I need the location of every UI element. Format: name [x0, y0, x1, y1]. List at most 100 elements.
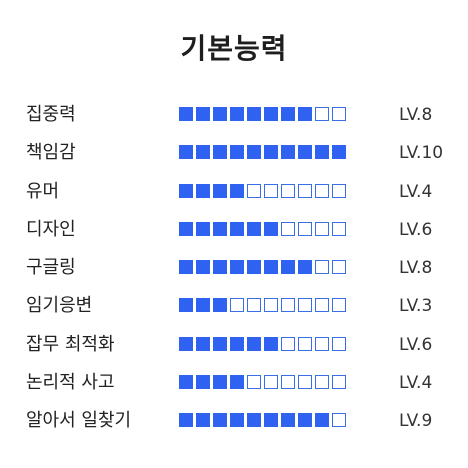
level-block-filled [264, 221, 278, 236]
level-block-filled [196, 183, 210, 198]
level-block-filled [315, 145, 329, 160]
level-block-empty [230, 298, 244, 313]
level-block-empty [332, 107, 346, 121]
level-block-filled [179, 298, 193, 313]
skill-row: 논리적 사고 LV.4 [0, 366, 468, 404]
level-meter [179, 260, 346, 275]
level-block-filled [179, 413, 193, 428]
level-block-filled [247, 260, 261, 275]
skill-row: 구글링 LV.8 [0, 251, 468, 289]
level-block-filled [213, 107, 227, 121]
level-block-empty [281, 183, 295, 198]
level-label: LV.6 [399, 219, 433, 240]
level-block-empty [332, 221, 346, 236]
level-block-empty [332, 413, 346, 428]
level-block-filled [179, 107, 193, 121]
level-block-empty [264, 298, 278, 313]
level-block-filled [315, 413, 329, 428]
level-block-filled [179, 375, 193, 390]
level-block-empty [315, 107, 329, 121]
level-label: LV.4 [399, 181, 433, 202]
level-block-filled [230, 375, 244, 390]
level-block-empty [332, 375, 346, 390]
level-block-empty [247, 298, 261, 313]
skill-name: 임기응변 [26, 295, 93, 317]
skill-name: 알아서 일찾기 [26, 410, 132, 432]
level-block-filled [196, 298, 210, 313]
skill-row: 임기응변 LV.3 [0, 289, 468, 327]
level-block-empty [281, 221, 295, 236]
level-label: LV.4 [399, 373, 433, 394]
level-block-filled [281, 413, 295, 428]
level-meter [179, 413, 346, 428]
level-block-filled [298, 413, 312, 428]
level-block-filled [196, 221, 210, 236]
level-block-filled [281, 107, 295, 121]
skill-name: 집중력 [26, 104, 76, 125]
level-block-filled [247, 413, 261, 428]
level-block-filled [230, 145, 244, 160]
level-block-filled [230, 183, 244, 198]
level-block-filled [247, 221, 261, 236]
level-block-filled [196, 413, 210, 428]
level-block-filled [264, 145, 278, 160]
level-block-filled [230, 221, 244, 236]
level-block-filled [230, 413, 244, 428]
level-label: LV.8 [399, 258, 433, 279]
level-block-filled [196, 260, 210, 275]
page-title: 기본능력 [180, 32, 288, 65]
level-block-filled [230, 107, 244, 121]
level-block-filled [213, 336, 227, 351]
level-label: LV.9 [399, 411, 433, 432]
level-block-filled [196, 145, 210, 160]
level-block-filled [196, 336, 210, 351]
level-block-empty [298, 298, 312, 313]
level-block-empty [332, 260, 346, 275]
skill-row: 잡무 최적화 LV.6 [0, 328, 468, 366]
skill-row: 유머 LV.4 [0, 175, 468, 213]
level-block-filled [213, 221, 227, 236]
level-block-empty [281, 336, 295, 351]
level-block-empty [264, 375, 278, 390]
level-block-filled [298, 107, 312, 121]
level-block-filled [264, 413, 278, 428]
level-block-filled [196, 107, 210, 121]
level-block-empty [332, 298, 346, 313]
level-block-filled [332, 145, 346, 160]
level-block-filled [230, 260, 244, 275]
skill-name: 구글링 [26, 257, 76, 279]
skill-name: 잡무 최적화 [26, 333, 115, 355]
level-block-filled [196, 375, 210, 390]
skill-name: 유머 [26, 180, 60, 202]
skill-list: 집중력 LV.8 책임감 LV.10 유머 LV.4 디자인 LV.6 구글링 LV.8 임기응변 L… [0, 98, 468, 443]
level-block-filled [179, 221, 193, 236]
level-block-filled [179, 336, 193, 351]
level-label: LV.10 [399, 143, 444, 164]
level-block-empty [247, 375, 261, 390]
level-block-empty [298, 221, 312, 236]
level-block-filled [247, 107, 261, 121]
level-block-filled [281, 260, 295, 275]
level-block-filled [213, 145, 227, 160]
level-block-empty [315, 183, 329, 198]
level-block-filled [247, 336, 261, 351]
skill-row: 알아서 일찾기 LV.9 [0, 404, 468, 442]
level-block-filled [230, 336, 244, 351]
level-block-filled [213, 298, 227, 313]
level-meter [179, 298, 346, 313]
level-meter [179, 107, 346, 121]
level-block-empty [247, 183, 261, 198]
level-block-empty [332, 336, 346, 351]
level-block-empty [315, 336, 329, 351]
level-block-filled [213, 413, 227, 428]
level-block-empty [315, 298, 329, 313]
level-block-empty [315, 260, 329, 275]
level-block-filled [281, 145, 295, 160]
skill-name: 책임감 [26, 142, 76, 164]
level-block-filled [264, 336, 278, 351]
level-block-empty [298, 375, 312, 390]
level-meter [179, 336, 346, 351]
level-block-filled [179, 260, 193, 275]
level-block-filled [298, 260, 312, 275]
level-block-filled [213, 183, 227, 198]
